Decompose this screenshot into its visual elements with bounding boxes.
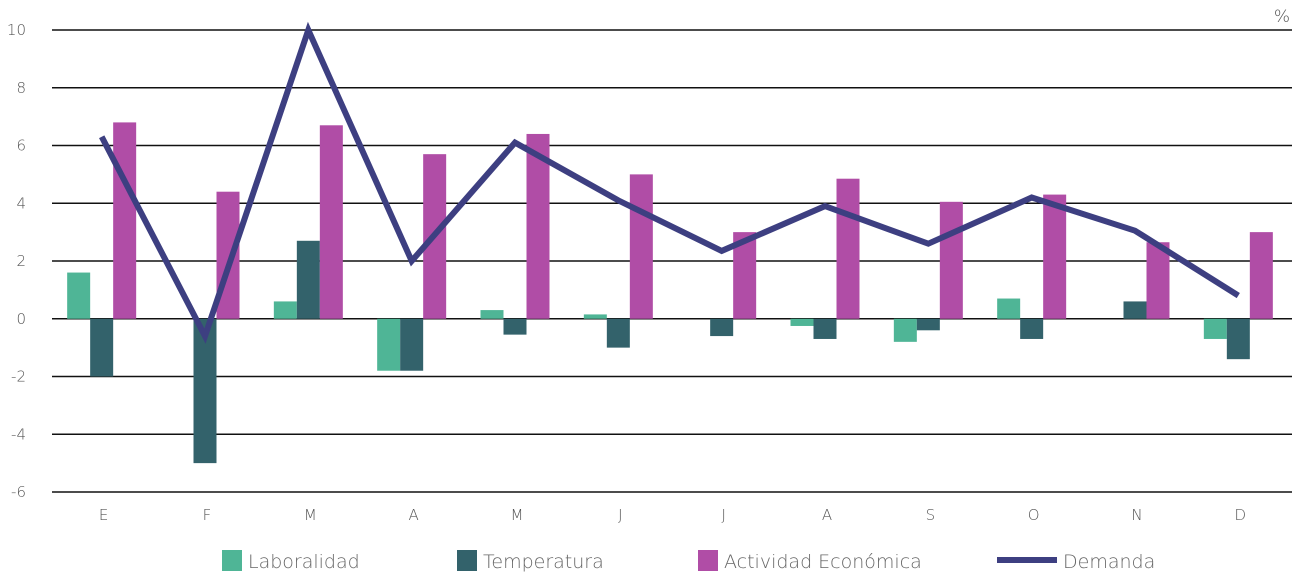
legend-swatch bbox=[222, 550, 242, 571]
y-tick-label: 8 bbox=[16, 79, 26, 97]
y-tick-label: -6 bbox=[11, 483, 26, 501]
y-tick-label: 10 bbox=[7, 21, 26, 39]
x-tick-label: N bbox=[1131, 506, 1142, 524]
legend-label: Temperatura bbox=[483, 551, 604, 573]
bar-laboralidad bbox=[584, 314, 607, 318]
bar-laboralidad bbox=[67, 273, 90, 319]
bar-temperatura bbox=[814, 319, 837, 339]
bar-temperatura bbox=[1020, 319, 1043, 339]
bar-temperatura bbox=[917, 319, 940, 331]
legend-swatch bbox=[698, 550, 718, 571]
y-tick-label: -4 bbox=[11, 425, 26, 443]
bar-layer bbox=[67, 122, 1273, 463]
x-tick-label: M bbox=[304, 506, 317, 524]
x-tick-label: A bbox=[409, 506, 419, 524]
legend-swatch bbox=[457, 550, 477, 571]
bar-temperatura bbox=[90, 319, 113, 377]
bar-actividad-econ-mica bbox=[113, 122, 136, 318]
y-tick-label: 2 bbox=[16, 252, 26, 270]
bar-actividad-econ-mica bbox=[1043, 195, 1066, 319]
bar-temperatura bbox=[504, 319, 527, 335]
bar-actividad-econ-mica bbox=[940, 202, 963, 319]
x-tick-label: J bbox=[721, 506, 725, 524]
bar-temperatura bbox=[1227, 319, 1250, 359]
legend-item: Laboralidad bbox=[222, 550, 360, 573]
x-tick-label: E bbox=[99, 506, 108, 524]
bar-laboralidad bbox=[1204, 319, 1227, 339]
bar-laboralidad bbox=[274, 301, 297, 318]
bar-actividad-econ-mica bbox=[1250, 232, 1273, 319]
x-tick-label: S bbox=[926, 506, 936, 524]
y-unit-label: % bbox=[1274, 7, 1290, 27]
legend-label: Demanda bbox=[1063, 551, 1155, 573]
y-tick-label: 6 bbox=[16, 137, 26, 155]
bar-actividad-econ-mica bbox=[320, 125, 343, 318]
bar-laboralidad bbox=[997, 299, 1020, 319]
line-layer bbox=[102, 30, 1239, 336]
bar-temperatura bbox=[1124, 301, 1147, 318]
y-tick-label: 0 bbox=[16, 310, 26, 328]
line-demanda bbox=[102, 30, 1239, 336]
bar-laboralidad bbox=[791, 319, 814, 326]
bar-actividad-econ-mica bbox=[630, 174, 653, 318]
bar-laboralidad bbox=[481, 310, 504, 319]
x-tick-label: F bbox=[203, 506, 212, 524]
bar-actividad-econ-mica bbox=[837, 179, 860, 319]
legend-item: Actividad Económica bbox=[698, 550, 922, 573]
x-tick-label: O bbox=[1028, 506, 1040, 524]
legend-item: Demanda bbox=[997, 551, 1155, 573]
bar-laboralidad bbox=[377, 319, 400, 371]
x-tick-label: A bbox=[822, 506, 832, 524]
legend-label: Actividad Económica bbox=[724, 551, 922, 573]
legend-label: Laboralidad bbox=[248, 551, 360, 573]
y-tick-label: 4 bbox=[16, 194, 26, 212]
x-tick-label: J bbox=[618, 506, 622, 524]
legend-swatch bbox=[997, 557, 1057, 563]
bar-temperatura bbox=[297, 241, 320, 319]
y-tick-label: -2 bbox=[11, 368, 26, 386]
bar-temperatura bbox=[607, 319, 630, 348]
legend-layer: Laboralidad Temperatura Actividad Económic… bbox=[222, 550, 1155, 573]
x-tick-label: M bbox=[511, 506, 524, 524]
legend-item: Temperatura bbox=[457, 550, 604, 573]
bar-temperatura bbox=[710, 319, 733, 336]
bar-temperatura bbox=[400, 319, 423, 371]
bar-laboralidad bbox=[894, 319, 917, 342]
x-tick-label: D bbox=[1235, 506, 1247, 524]
